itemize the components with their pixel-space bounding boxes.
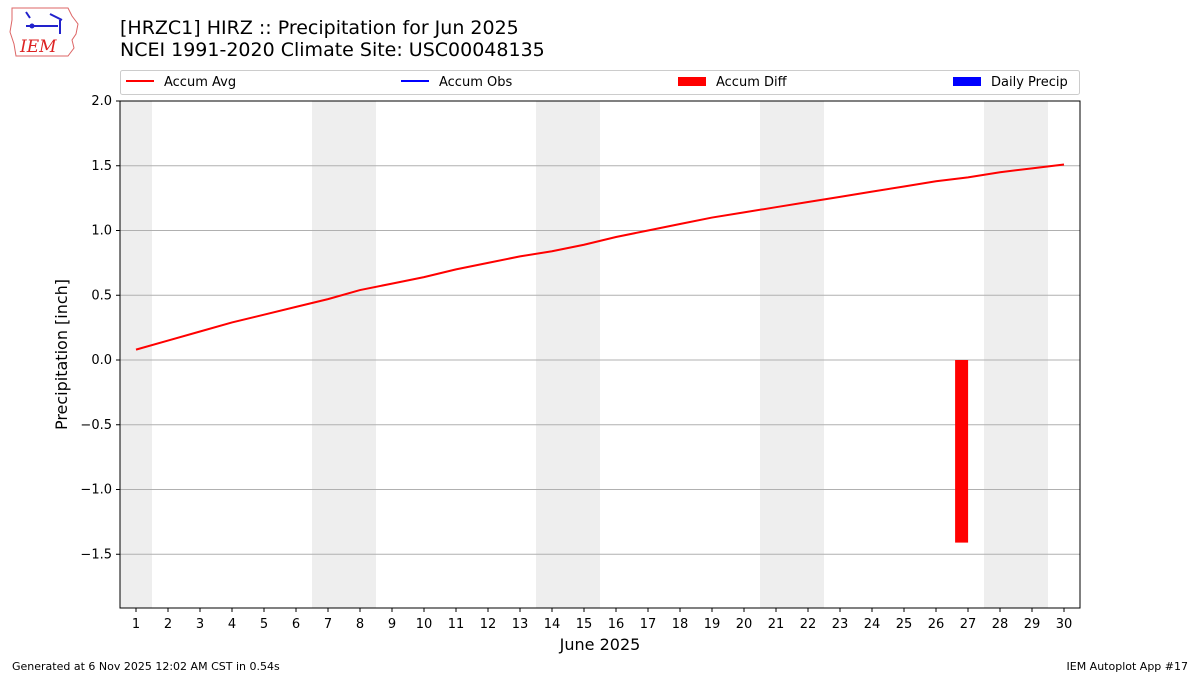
x-tick-label: 4 [228, 617, 236, 632]
y-axis-label: Precipitation [inch] [52, 279, 71, 430]
weekend-shading [760, 101, 824, 608]
x-tick-label: 20 [736, 617, 753, 632]
weekend-shading [984, 101, 1048, 608]
plot-frame [119, 100, 1081, 609]
legend-box [120, 70, 1080, 95]
x-axis-label: June 2025 [559, 635, 641, 654]
legend-label: Accum Avg [164, 75, 236, 90]
y-tick-label: 0.0 [91, 353, 112, 368]
x-tick-label: 21 [768, 617, 785, 632]
x-tick-label: 26 [928, 617, 945, 632]
x-tick-label: 11 [448, 617, 465, 632]
chart-title: [HRZC1] HIRZ :: Precipitation for Jun 20… [120, 17, 519, 39]
iem-logo: IEM [9, 7, 79, 57]
x-tick-label: 17 [640, 617, 657, 632]
y-tick-label: 1.0 [91, 224, 112, 239]
x-tick-label: 9 [388, 617, 396, 632]
legend-label: Daily Precip [991, 75, 1068, 90]
legend-swatch-accum-diff [678, 77, 706, 86]
x-tick-label: 5 [260, 617, 268, 632]
x-tick-label: 28 [992, 617, 1009, 632]
chart-subtitle: NCEI 1991-2020 Climate Site: USC00048135 [120, 39, 545, 61]
x-tick-label: 19 [704, 617, 721, 632]
x-tick-label: 8 [356, 617, 364, 632]
x-tick-label: 15 [576, 617, 593, 632]
x-tick-label: 2 [164, 617, 172, 632]
footer-app: IEM Autoplot App #17 [1066, 660, 1189, 673]
legend-label: Accum Diff [716, 75, 788, 90]
y-tick-label: −1.5 [80, 547, 112, 562]
x-tick-label: 30 [1056, 617, 1073, 632]
x-tick-label: 24 [864, 617, 881, 632]
x-tick-label: 29 [1024, 617, 1041, 632]
x-tick-label: 6 [292, 617, 300, 632]
x-tick-label: 23 [832, 617, 849, 632]
x-tick-label: 12 [480, 617, 497, 632]
svg-text:IEM: IEM [19, 37, 57, 57]
y-tick-label: 2.0 [91, 94, 112, 109]
x-tick-label: 3 [196, 617, 204, 632]
x-tick-label: 27 [960, 617, 977, 632]
y-tick-label: 0.5 [91, 288, 112, 303]
footer-generated: Generated at 6 Nov 2025 12:02 AM CST in … [12, 660, 280, 673]
accum-diff-bar [955, 360, 969, 543]
y-tick-label: 1.5 [91, 159, 112, 174]
y-tick-label: −0.5 [80, 418, 112, 433]
x-tick-label: 1 [132, 617, 140, 632]
accum-avg-line [135, 163, 1065, 351]
y-tick-label: −1.0 [80, 483, 112, 498]
x-tick-label: 14 [544, 617, 561, 632]
weekend-shading [312, 101, 376, 608]
legend-swatch-daily-precip [953, 77, 981, 86]
x-tick-label: 10 [416, 617, 433, 632]
x-tick-label: 25 [896, 617, 913, 632]
x-tick-label: 13 [512, 617, 529, 632]
weekend-shading [120, 101, 152, 608]
weekend-shading [536, 101, 600, 608]
x-tick-label: 16 [608, 617, 625, 632]
x-tick-label: 7 [324, 617, 332, 632]
x-tick-label: 18 [672, 617, 689, 632]
x-tick-label: 22 [800, 617, 817, 632]
legend-label: Accum Obs [439, 75, 512, 90]
